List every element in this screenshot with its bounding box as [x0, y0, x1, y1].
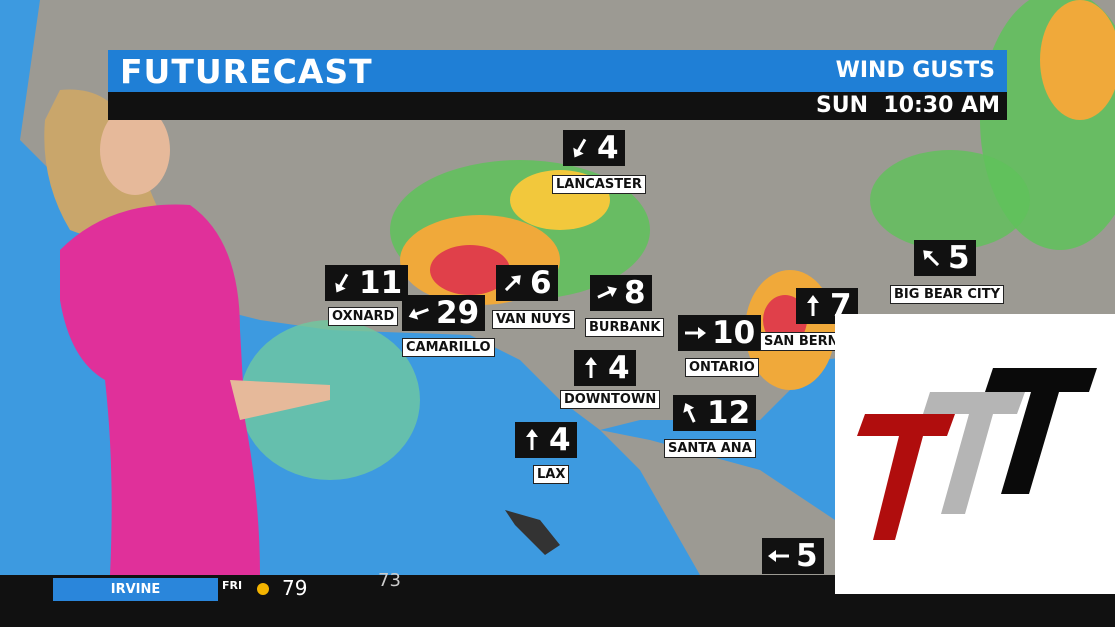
header-subbar	[108, 92, 1007, 120]
station-name: BIG BEAR CITY	[890, 285, 1004, 304]
wind-gust: 11	[359, 265, 403, 301]
wind-arrow	[585, 357, 597, 378]
wind-gust: 5	[796, 538, 818, 574]
wind-gust: 12	[707, 395, 751, 431]
presenter-dress	[60, 204, 260, 575]
wind-box: 4	[515, 422, 577, 458]
title: FUTURECAST	[120, 52, 373, 91]
wind-arrow	[526, 429, 538, 450]
time: SUN 10:30 AM	[815, 93, 1000, 118]
wind-gust: 5	[948, 240, 970, 276]
wind-arrow	[335, 273, 349, 293]
wind-box: 29	[402, 295, 486, 331]
wind-gust: 6	[530, 265, 552, 301]
wind-arrow	[597, 286, 617, 299]
wind-box: 5	[914, 240, 976, 276]
wind-arrow	[504, 275, 521, 292]
presenter-arm	[230, 380, 330, 420]
precip	[430, 245, 510, 295]
precip	[870, 150, 1030, 250]
wind-arrow	[683, 403, 696, 423]
wind-gust: 4	[608, 350, 630, 386]
wind-arrow	[573, 138, 587, 158]
station-name: LAX	[533, 465, 570, 484]
station-name: OXNARD	[328, 307, 399, 326]
wind-box: 4	[574, 350, 636, 386]
wind-arrow	[807, 295, 819, 316]
station-name: LANCASTER	[552, 175, 646, 194]
header-bar	[108, 50, 1007, 92]
wind-box: 10	[678, 315, 762, 351]
station-name: CAMARILLO	[402, 338, 495, 357]
station-name: VAN NUYS	[492, 310, 575, 329]
station-name: DOWNTOWN	[560, 390, 661, 409]
station-name: BURBANK	[585, 318, 665, 337]
wind-box: 8	[590, 275, 652, 311]
ticker-temp: 79	[282, 576, 308, 600]
ticker-day: FRI	[222, 579, 243, 592]
wind-arrow	[923, 250, 940, 267]
wind-arrow	[768, 550, 789, 562]
wind-box: 5	[762, 538, 824, 574]
wind-gust: 29	[436, 295, 480, 331]
wind-box: 6	[496, 265, 558, 301]
station-name: SAN BERN	[760, 332, 843, 351]
wind-arrow	[685, 327, 706, 339]
wind-box: 4	[563, 130, 625, 166]
sun-icon	[257, 583, 269, 595]
ticker-next-temp: 73	[378, 570, 401, 591]
wind-box: 12	[673, 395, 757, 431]
precip	[1040, 0, 1115, 120]
island	[505, 510, 560, 555]
station-name: ONTARIO	[685, 358, 759, 377]
ticker-city: IRVINE	[53, 578, 218, 601]
logo	[835, 314, 1115, 594]
wind-gust: 10	[712, 315, 756, 351]
wind-gust: 4	[597, 130, 619, 166]
subtitle: WIND GUSTS	[835, 58, 995, 83]
wind-arrow	[408, 308, 429, 320]
station-name: SANTA ANA	[664, 439, 756, 458]
wind-gust: 4	[549, 422, 571, 458]
wind-gust: 8	[624, 275, 646, 311]
wind-box: 11	[325, 265, 409, 301]
presenter-face	[100, 105, 170, 195]
